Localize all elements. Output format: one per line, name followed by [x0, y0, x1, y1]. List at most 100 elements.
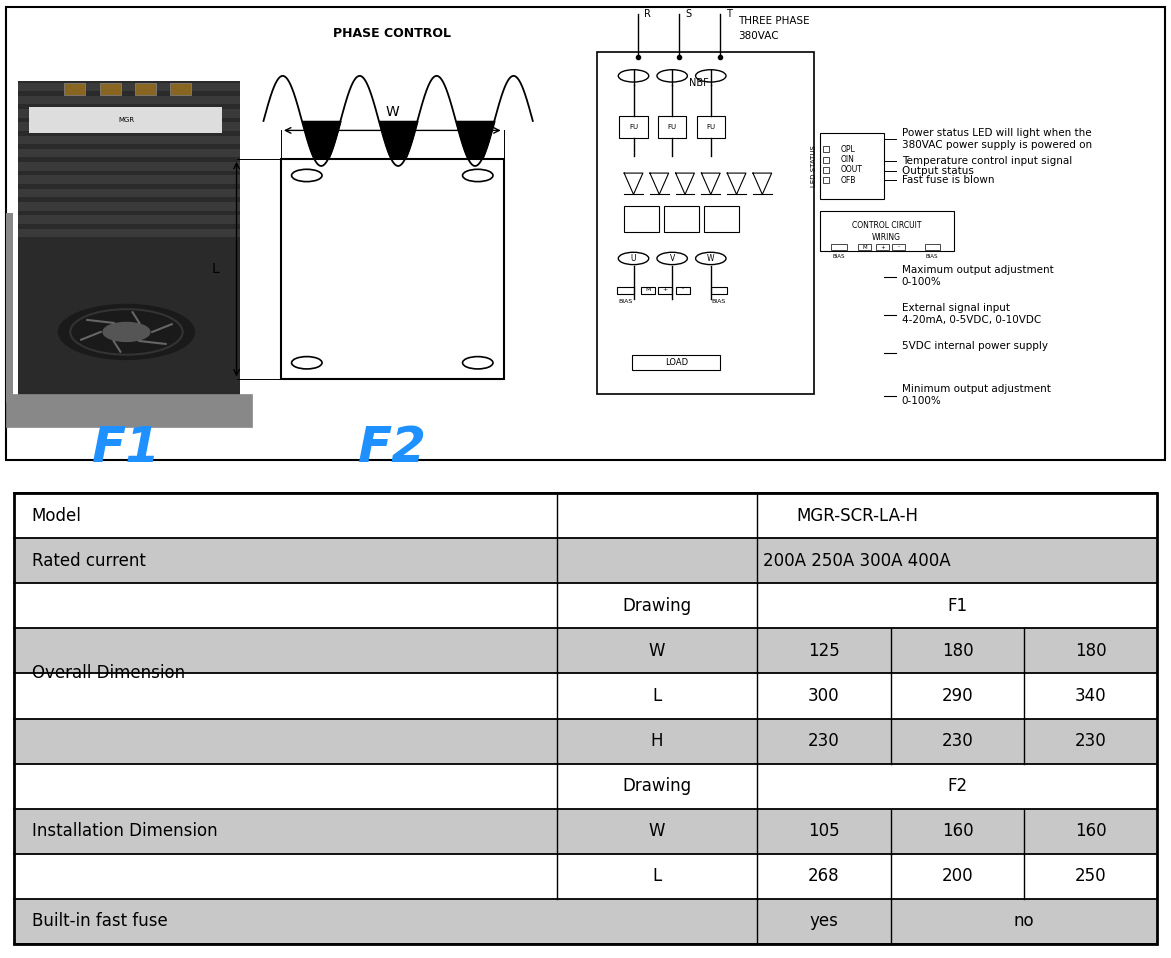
- Text: MGR-SCR-LA-H: MGR-SCR-LA-H: [796, 507, 918, 525]
- Text: F2: F2: [947, 777, 967, 795]
- Bar: [756, 628, 891, 673]
- Text: 300: 300: [808, 687, 840, 705]
- Bar: [18, 82, 240, 91]
- Text: 0-100%: 0-100%: [902, 396, 941, 405]
- Bar: [6, 394, 252, 427]
- Text: Drawing: Drawing: [622, 597, 692, 615]
- Text: 5VDC internal power supply: 5VDC internal power supply: [902, 341, 1048, 352]
- Text: MGR: MGR: [118, 117, 135, 123]
- Bar: [925, 243, 940, 250]
- Bar: [18, 80, 240, 403]
- Bar: [14, 538, 557, 583]
- Text: 290: 290: [941, 687, 973, 705]
- Text: FU: FU: [706, 124, 715, 129]
- Text: W: W: [649, 822, 665, 840]
- Bar: [14, 583, 557, 628]
- Bar: [756, 899, 891, 944]
- Bar: [14, 764, 557, 809]
- Text: T: T: [726, 10, 732, 19]
- Text: L: L: [652, 867, 662, 885]
- Bar: [18, 162, 240, 171]
- Bar: [557, 493, 1157, 538]
- Bar: [820, 133, 884, 199]
- Bar: [557, 809, 756, 854]
- Bar: [557, 673, 756, 718]
- Bar: [557, 583, 756, 628]
- Bar: [18, 202, 240, 211]
- Bar: [135, 83, 156, 95]
- Text: External signal input: External signal input: [902, 304, 1009, 313]
- Bar: [891, 809, 1025, 854]
- Text: BIAS: BIAS: [926, 254, 938, 259]
- Text: 268: 268: [808, 867, 840, 885]
- Bar: [756, 583, 1157, 628]
- Text: 160: 160: [941, 822, 973, 840]
- Bar: [891, 718, 1025, 764]
- Text: 0-100%: 0-100%: [902, 277, 941, 287]
- Bar: [876, 243, 889, 250]
- Text: FU: FU: [629, 124, 638, 129]
- Bar: [14, 764, 557, 809]
- Bar: [664, 206, 699, 233]
- Text: 230: 230: [941, 732, 973, 750]
- Text: H: H: [651, 732, 663, 750]
- Bar: [100, 83, 121, 95]
- Bar: [756, 809, 891, 854]
- Bar: [18, 189, 240, 197]
- Text: OFB: OFB: [841, 175, 856, 185]
- Text: BIAS: BIAS: [618, 299, 632, 304]
- Text: -: -: [682, 286, 684, 292]
- Text: Drawing: Drawing: [622, 777, 692, 795]
- Bar: [632, 354, 720, 370]
- Bar: [14, 493, 557, 538]
- Text: -: -: [898, 244, 899, 250]
- Bar: [892, 243, 905, 250]
- Bar: [697, 116, 725, 138]
- Bar: [14, 718, 557, 764]
- Text: S: S: [685, 10, 691, 19]
- Circle shape: [103, 323, 150, 341]
- Bar: [624, 206, 659, 233]
- Text: M: M: [863, 244, 867, 250]
- Bar: [617, 287, 634, 294]
- Text: 200: 200: [941, 867, 973, 885]
- Text: F1: F1: [93, 424, 160, 472]
- Text: Built-in fast fuse: Built-in fast fuse: [32, 912, 167, 930]
- Bar: [6, 214, 13, 403]
- Bar: [891, 673, 1025, 718]
- Bar: [704, 206, 739, 233]
- Text: 380VAC power supply is powered on: 380VAC power supply is powered on: [902, 140, 1091, 149]
- Text: 105: 105: [808, 822, 840, 840]
- Bar: [14, 583, 557, 628]
- Bar: [14, 628, 557, 673]
- Text: yes: yes: [809, 912, 838, 930]
- Text: LOAD: LOAD: [665, 357, 689, 367]
- Bar: [14, 854, 557, 899]
- Bar: [29, 106, 222, 133]
- Bar: [281, 159, 504, 379]
- Text: R: R: [644, 10, 651, 19]
- Bar: [831, 243, 847, 250]
- Bar: [18, 96, 240, 104]
- Text: W: W: [649, 642, 665, 660]
- Text: no: no: [1013, 912, 1034, 930]
- Bar: [557, 628, 756, 673]
- Bar: [14, 628, 557, 673]
- Bar: [14, 583, 557, 764]
- Bar: [557, 764, 756, 809]
- Bar: [14, 673, 557, 718]
- Text: L: L: [212, 262, 219, 276]
- Bar: [557, 854, 756, 899]
- Bar: [557, 538, 1157, 583]
- Text: 4-20mA, 0-5VDC, 0-10VDC: 4-20mA, 0-5VDC, 0-10VDC: [902, 315, 1041, 325]
- Text: OIN: OIN: [841, 155, 855, 165]
- Text: Rated current: Rated current: [32, 552, 145, 570]
- Text: 200A 250A 300A 400A: 200A 250A 300A 400A: [763, 552, 951, 570]
- Bar: [18, 109, 240, 118]
- Bar: [1025, 628, 1157, 673]
- Bar: [597, 52, 814, 394]
- Bar: [756, 718, 891, 764]
- Text: BIAS: BIAS: [833, 254, 844, 259]
- Bar: [14, 718, 557, 764]
- Text: 230: 230: [1075, 732, 1107, 750]
